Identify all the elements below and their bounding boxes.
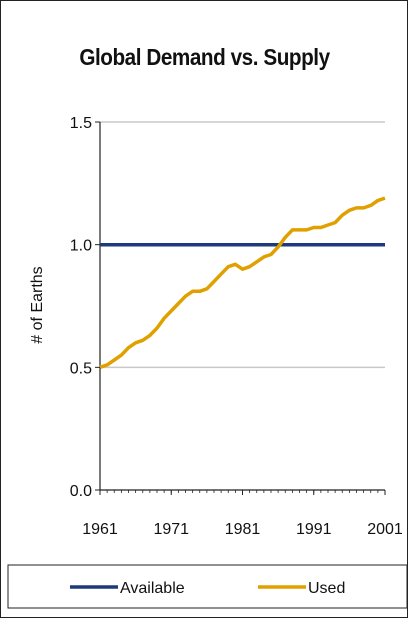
x-tick-label: 2001	[367, 521, 403, 538]
y-tick-label: 1.5	[70, 115, 92, 132]
legend-box	[7, 564, 408, 609]
x-tick-label: 1991	[296, 521, 332, 538]
legend-label: Used	[308, 580, 345, 597]
series-line-used	[99, 196, 386, 369]
legend-label: Available	[120, 580, 185, 597]
y-tick-label: 0.5	[70, 360, 92, 377]
x-tick-label: 1961	[82, 521, 118, 538]
y-tick-label: 0.0	[70, 483, 92, 500]
x-tick-label: 1981	[225, 521, 261, 538]
series-layer	[99, 196, 386, 369]
x-tick-label: 1971	[153, 521, 189, 538]
legend: Available Used	[7, 564, 408, 609]
y-axis-label: # of Earths	[29, 266, 46, 343]
axis-layer: 0.0 0.5 1.0 1.5 1961 1971 1981 1991 2001	[70, 115, 403, 538]
y-tick-label: 1.0	[70, 238, 92, 255]
chart-title: Global Demand vs. Supply	[79, 44, 330, 70]
